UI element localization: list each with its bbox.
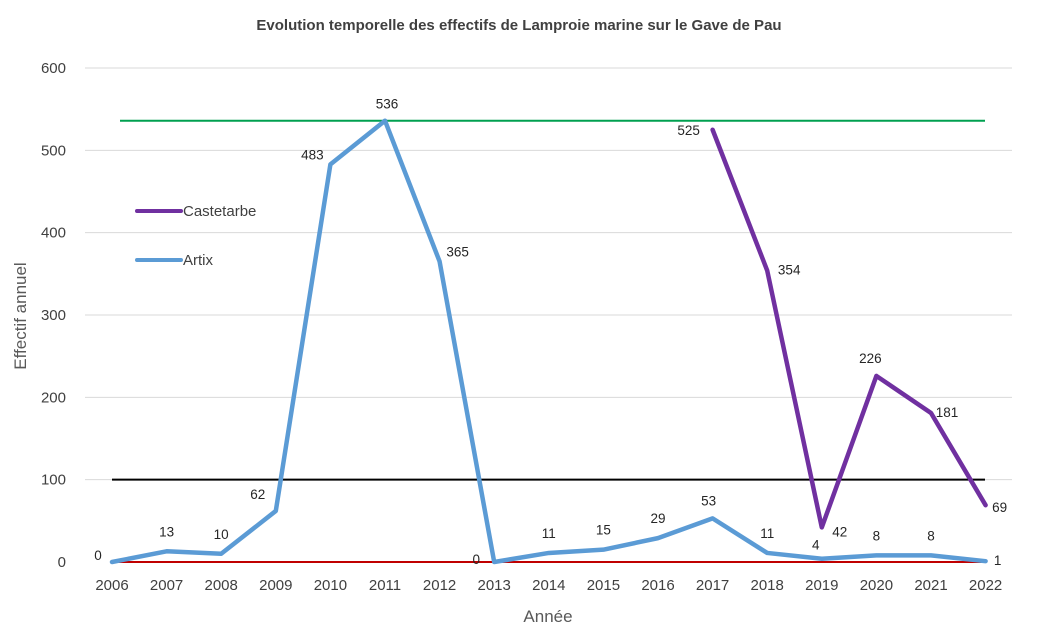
data-label-castetarbe: 226 xyxy=(859,351,882,366)
data-label-artix: 8 xyxy=(873,528,881,543)
series-lines xyxy=(109,118,988,565)
y-tick-label: 0 xyxy=(58,554,66,571)
x-tick-label: 2010 xyxy=(314,577,347,594)
data-label-artix: 1 xyxy=(994,553,1002,568)
data-label-artix: 11 xyxy=(542,526,556,541)
data-label-castetarbe: 354 xyxy=(778,263,801,278)
data-label-castetarbe: 69 xyxy=(992,500,1007,515)
y-tick-label: 300 xyxy=(41,307,66,324)
legend: Castetarbe Artix xyxy=(135,203,256,269)
data-label-artix: 8 xyxy=(927,528,935,543)
data-labels: 525 354 42 226 181 69 0 13 10 62 483 536 365 0 11 15 29 5… xyxy=(94,97,1007,568)
x-tick-label: 2019 xyxy=(805,577,838,594)
data-label-artix: 29 xyxy=(650,511,665,526)
x-tick-label: 2016 xyxy=(641,577,674,594)
legend-item-castetarbe: Castetarbe xyxy=(135,203,256,220)
data-label-artix: 0 xyxy=(94,548,102,563)
x-tick-label: 2015 xyxy=(587,577,620,594)
x-tick-label: 2017 xyxy=(696,577,729,594)
data-label-artix: 0 xyxy=(472,552,480,567)
series-line-castetarbe xyxy=(710,127,988,530)
data-label-artix: 13 xyxy=(159,524,174,539)
x-tick-label: 2013 xyxy=(478,577,511,594)
x-axis-title: Année xyxy=(523,607,572,626)
legend-label-artix: Artix xyxy=(183,252,214,269)
y-tick-label: 600 xyxy=(41,60,66,77)
data-label-artix: 10 xyxy=(214,527,229,542)
y-tick-label: 400 xyxy=(41,225,66,242)
gridlines xyxy=(85,67,1012,481)
x-tick-label: 2011 xyxy=(369,577,401,594)
data-label-artix: 53 xyxy=(701,493,716,508)
legend-item-artix: Artix xyxy=(135,252,214,269)
y-axis-title: Effectif annuel xyxy=(11,262,30,369)
x-axis-ticks: 2006 2007 2008 2009 2010 2011 2012 2013 2014 2015… xyxy=(95,577,1002,594)
data-label-artix: 15 xyxy=(596,523,611,538)
x-tick-label: 2007 xyxy=(150,577,183,594)
series-line-artix xyxy=(109,118,988,565)
legend-label-castetarbe: Castetarbe xyxy=(183,203,256,220)
data-label-castetarbe: 42 xyxy=(832,524,847,539)
x-tick-label: 2009 xyxy=(259,577,292,594)
data-label-artix: 11 xyxy=(760,526,774,541)
x-tick-label: 2020 xyxy=(860,577,893,594)
x-tick-label: 2014 xyxy=(532,577,565,594)
y-tick-label: 100 xyxy=(41,472,66,489)
y-tick-label: 500 xyxy=(41,142,66,159)
x-tick-label: 2008 xyxy=(205,577,238,594)
x-tick-label: 2006 xyxy=(95,577,128,594)
x-tick-label: 2021 xyxy=(914,577,947,594)
x-tick-label: 2012 xyxy=(423,577,456,594)
data-label-artix: 536 xyxy=(376,97,399,112)
data-label-artix: 365 xyxy=(446,244,469,259)
data-label-artix: 4 xyxy=(812,538,820,553)
chart-title: Evolution temporelle des effectifs de La… xyxy=(256,17,781,34)
data-label-artix: 483 xyxy=(301,147,324,162)
data-label-castetarbe: 525 xyxy=(677,123,700,138)
reference-lines xyxy=(112,119,985,563)
y-axis-ticks: 0 100 200 300 400 500 600 xyxy=(41,60,66,571)
x-tick-label: 2022 xyxy=(969,577,1002,594)
y-tick-label: 200 xyxy=(41,389,66,406)
x-tick-label: 2018 xyxy=(751,577,784,594)
data-label-artix: 62 xyxy=(250,487,265,502)
data-label-castetarbe: 181 xyxy=(936,405,959,420)
